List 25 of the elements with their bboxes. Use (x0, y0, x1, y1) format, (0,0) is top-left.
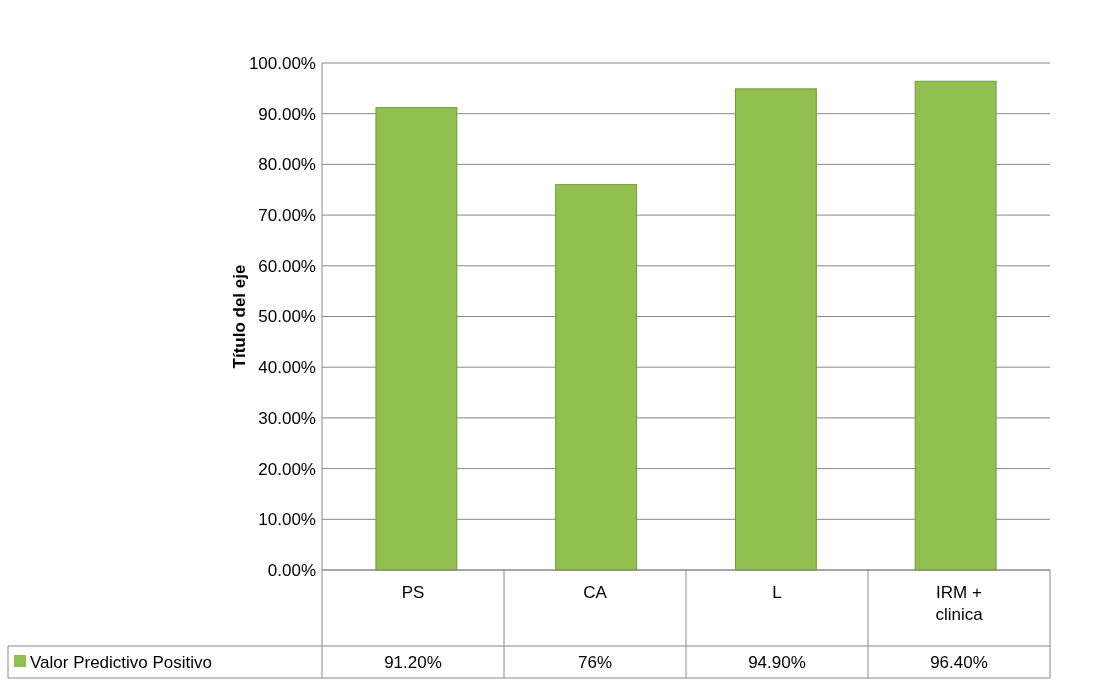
data-label: 91.20% (384, 653, 442, 672)
x-tick-label: CA (583, 583, 608, 602)
x-tick-label: L (772, 583, 782, 602)
y-tick-label: 90.00% (258, 104, 316, 124)
bar (734, 88, 817, 571)
y-tick-label: 100.00% (248, 53, 316, 73)
y-tick-label: 40.00% (258, 358, 316, 378)
y-tick-label: 20.00% (258, 459, 316, 479)
legend-label: Valor Predictivo Positivo (30, 653, 213, 672)
y-tick-label: 70.00% (258, 206, 316, 226)
y-tick-label: 30.00% (258, 408, 316, 428)
data-label: 94.90% (748, 653, 806, 672)
data-label: 96.40% (930, 653, 988, 672)
x-tick-label: IRM + clinica (935, 583, 984, 624)
x-tick-label: PS (401, 583, 425, 602)
bar (555, 184, 638, 571)
y-tick-label: 80.00% (258, 155, 316, 175)
y-tick-label: 50.00% (258, 307, 316, 327)
y-tick-label: 0.00% (267, 560, 316, 580)
y-tick-label: 60.00% (258, 256, 316, 276)
bar (375, 107, 458, 571)
data-label: 76% (577, 653, 613, 672)
y-axis-title: Título del eje (230, 264, 249, 369)
bar (914, 80, 997, 571)
y-tick-label: 10.00% (258, 510, 316, 530)
